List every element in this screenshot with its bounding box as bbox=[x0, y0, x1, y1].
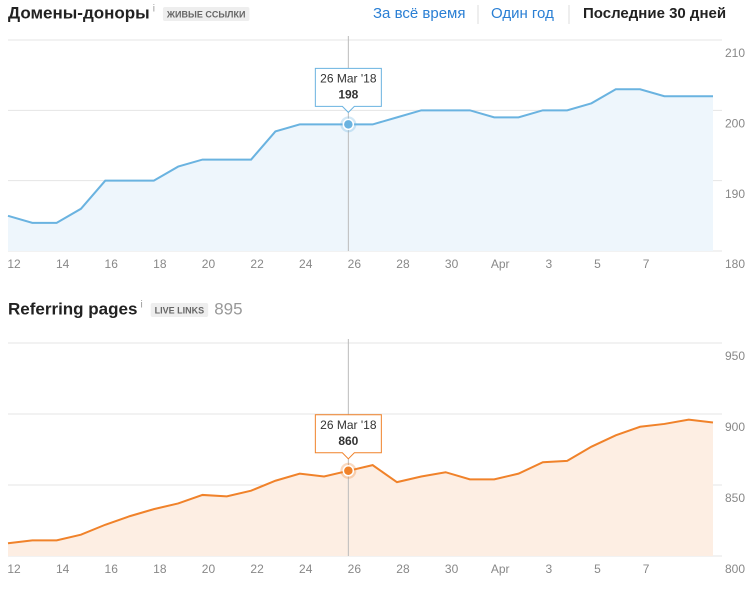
x-tick-label: 26 bbox=[348, 562, 362, 576]
x-tick-label: 22 bbox=[250, 257, 264, 271]
x-tick-label: 22 bbox=[250, 562, 264, 576]
x-tick-label: 7 bbox=[643, 257, 650, 271]
tooltip-date: 26 Mar '18 bbox=[320, 418, 377, 432]
tooltip-box bbox=[314, 67, 382, 114]
tab[interactable]: За всё время bbox=[373, 5, 465, 22]
x-tick-label: 5 bbox=[594, 257, 601, 271]
y-tick-label: 180 bbox=[725, 257, 745, 271]
badge-bg bbox=[162, 7, 250, 21]
y-tick-label: 850 bbox=[725, 491, 745, 505]
y-tick-label: 950 bbox=[725, 349, 745, 363]
badge: ЖИВЫЕ ССЫЛКИ bbox=[166, 9, 246, 19]
y-tick-label: 900 bbox=[725, 420, 745, 434]
x-tick-label: 20 bbox=[202, 257, 216, 271]
x-tick-label: 14 bbox=[56, 257, 70, 271]
tab[interactable]: Последние 30 дней bbox=[583, 5, 726, 22]
y-tick-label: 190 bbox=[725, 187, 745, 201]
x-tick-label: 16 bbox=[105, 562, 119, 576]
tab[interactable]: Один год bbox=[491, 5, 554, 22]
x-tick-label: 5 bbox=[594, 562, 601, 576]
marker bbox=[342, 465, 355, 477]
line bbox=[7, 418, 714, 545]
x-tick-label: 30 bbox=[445, 257, 459, 271]
count: 895 bbox=[214, 299, 242, 318]
x-tick-label: 28 bbox=[396, 562, 410, 576]
badge: LIVE LINKS bbox=[155, 305, 205, 315]
x-tick-label: 24 bbox=[299, 257, 313, 271]
y-tick-label: 210 bbox=[725, 46, 745, 60]
x-tick-label: Apr bbox=[491, 562, 510, 576]
x-tick-label: 12 bbox=[7, 562, 21, 576]
x-tick-label: 14 bbox=[56, 562, 70, 576]
line bbox=[7, 88, 713, 224]
x-tick-label: 3 bbox=[545, 562, 552, 576]
y-tick-label: 200 bbox=[725, 117, 745, 131]
x-tick-label: 16 bbox=[105, 257, 119, 271]
x-tick-label: 12 bbox=[7, 257, 21, 271]
badge-bg bbox=[150, 303, 209, 317]
area bbox=[8, 419, 713, 556]
info-icon: i bbox=[153, 4, 155, 15]
tooltip-value: 198 bbox=[338, 88, 358, 102]
x-tick-label: 28 bbox=[396, 257, 410, 271]
x-tick-label: 26 bbox=[348, 257, 362, 271]
x-tick-label: 24 bbox=[299, 562, 313, 576]
x-tick-label: 30 bbox=[445, 562, 459, 576]
info-icon: i bbox=[140, 300, 142, 311]
chart-title: Referring pages bbox=[8, 299, 137, 318]
tooltip-box bbox=[314, 414, 382, 460]
x-tick-label: 18 bbox=[153, 257, 167, 271]
x-tick-label: 7 bbox=[643, 562, 650, 576]
tooltip-date: 26 Mar '18 bbox=[320, 72, 377, 86]
x-tick-label: 20 bbox=[202, 562, 216, 576]
y-tick-label: 800 bbox=[725, 562, 745, 576]
chart-title: Домены-доноры bbox=[8, 3, 150, 22]
tooltip-value: 860 bbox=[338, 434, 358, 448]
x-tick-label: 3 bbox=[545, 257, 552, 271]
area bbox=[8, 89, 713, 251]
marker bbox=[342, 118, 355, 131]
x-tick-label: 18 bbox=[153, 562, 167, 576]
x-tick-label: Apr bbox=[491, 257, 510, 271]
